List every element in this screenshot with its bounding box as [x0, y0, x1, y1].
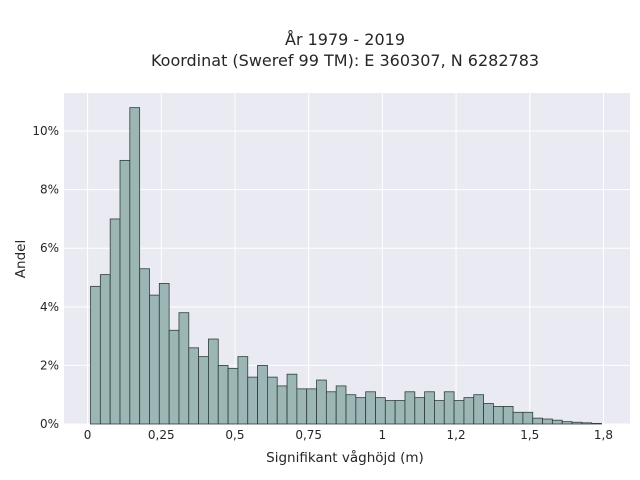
- x-tick-label: 0,25: [148, 428, 175, 442]
- histogram-bar: [188, 347, 200, 425]
- histogram-bar: [355, 397, 367, 425]
- x-axis-label: Signifikant våghöjd (m): [266, 449, 424, 466]
- histogram-bar: [453, 400, 465, 425]
- histogram-bar: [414, 397, 426, 425]
- y-axis-label: Andel: [13, 240, 29, 278]
- histogram-bar: [227, 367, 239, 425]
- histogram-bar: [473, 394, 484, 425]
- histogram-bar: [99, 274, 111, 425]
- y-tick-label: 4%: [40, 300, 59, 314]
- histogram-bar: [237, 356, 249, 425]
- chart-title-line2: Koordinat (Sweref 99 TM): E 360307, N 62…: [151, 51, 539, 70]
- histogram-bar: [257, 365, 268, 425]
- histogram-bar: [483, 403, 494, 425]
- histogram-bar: [198, 356, 209, 425]
- histogram-bar: [434, 400, 445, 425]
- histogram-bar: [375, 397, 386, 425]
- histogram-bar: [217, 365, 229, 425]
- histogram-bar: [247, 376, 258, 425]
- histogram-bar: [325, 391, 337, 425]
- histogram-bar: [129, 107, 141, 425]
- histogram-bar: [109, 218, 121, 425]
- histogram-bar: [394, 400, 406, 425]
- histogram-bar: [591, 423, 602, 425]
- histogram-bar: [149, 294, 160, 425]
- y-tick-label: 6%: [40, 241, 59, 255]
- histogram-bar: [119, 159, 131, 425]
- y-axis-ticks: 0% 2% 4% 6% 8% 10%: [32, 124, 59, 431]
- x-tick-label: 0: [84, 428, 92, 442]
- x-tick-label: 0,75: [295, 428, 322, 442]
- x-tick-label: 1,5: [520, 428, 539, 442]
- histogram-bar: [296, 388, 308, 425]
- y-tick-label: 10%: [32, 124, 59, 138]
- histogram-bar: [90, 285, 101, 425]
- y-tick-label: 8%: [40, 183, 59, 197]
- histogram-bar: [178, 312, 190, 425]
- histogram-bar: [532, 417, 543, 425]
- x-axis-ticks: 0 0,25 0,5 0,75 1 1,2 1,5 1,8: [84, 428, 613, 442]
- histogram-bar: [345, 394, 357, 425]
- histogram-bar: [512, 411, 524, 425]
- x-tick-label: 1: [379, 428, 387, 442]
- x-tick-label: 1,2: [447, 428, 466, 442]
- histogram-bar: [424, 391, 435, 425]
- histogram-bar: [493, 406, 504, 425]
- histogram-bar: [158, 282, 170, 425]
- histogram-bar: [561, 421, 573, 425]
- histogram-bar: [522, 411, 534, 425]
- histogram-bar: [306, 388, 317, 425]
- histogram-bar: [502, 406, 514, 425]
- histogram-bar: [208, 338, 219, 425]
- histogram-bar: [542, 418, 553, 425]
- histogram-bar: [384, 400, 396, 425]
- histogram-bar: [276, 385, 288, 425]
- histogram-bar: [571, 421, 583, 425]
- histogram-bars: [90, 107, 602, 425]
- histogram-bar: [551, 419, 563, 425]
- histogram-bar: [267, 376, 278, 425]
- histogram-bar: [365, 391, 376, 425]
- histogram-bar: [463, 397, 475, 425]
- histogram-bar: [581, 422, 593, 425]
- chart-title-line1: År 1979 - 2019: [285, 30, 405, 49]
- x-tick-label: 0,5: [225, 428, 244, 442]
- x-tick-label: 1,8: [594, 428, 613, 442]
- histogram-bar: [316, 379, 327, 425]
- histogram-bar: [404, 391, 416, 425]
- histogram-bar: [168, 329, 180, 425]
- y-tick-label: 0%: [40, 417, 59, 431]
- y-tick-label: 2%: [40, 358, 59, 372]
- histogram-bar: [139, 268, 150, 425]
- histogram-bar: [286, 373, 298, 425]
- histogram-bar: [335, 385, 347, 425]
- histogram-bar: [443, 391, 455, 425]
